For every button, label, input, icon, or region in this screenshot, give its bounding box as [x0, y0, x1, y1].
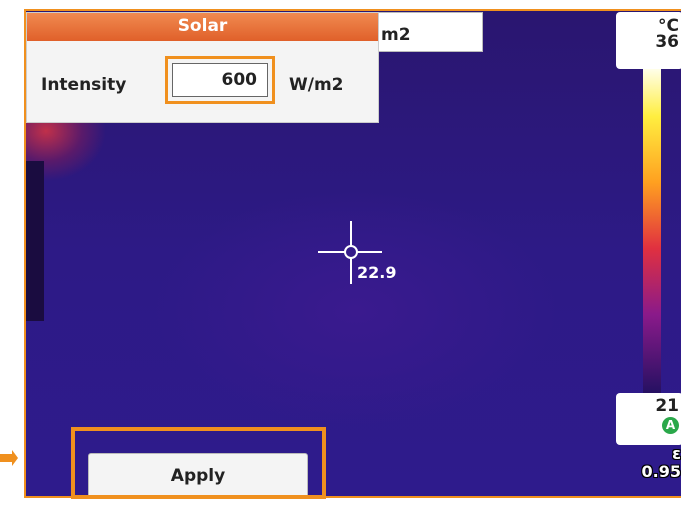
emissivity-symbol: ε: [626, 445, 681, 463]
dark-region: [26, 161, 44, 321]
dialog-title: Solar: [27, 13, 378, 41]
highlight: [71, 427, 326, 499]
background-tab: m2: [376, 12, 483, 52]
scale-mode[interactable]: A: [662, 417, 679, 434]
scale-min: 21: [616, 397, 679, 415]
solar-dialog: Solar Intensity 600 W/m2: [26, 12, 379, 123]
scale-max-box: °C 36: [616, 12, 681, 69]
emissivity: ε 0.95: [626, 445, 681, 481]
thermal-image: m2 Solar Intensity 600 W/m2 22.9 °C 36 2…: [24, 9, 681, 498]
scale-max: 36: [616, 34, 679, 50]
scale-min-box: 21 A: [616, 393, 681, 445]
unit-label: W/m2: [289, 75, 344, 95]
intensity-input[interactable]: 600: [172, 63, 268, 97]
spot-temperature: 22.9: [357, 263, 396, 282]
emissivity-value: 0.95: [626, 463, 681, 481]
color-scale: [643, 67, 661, 397]
pointer-arrow: [0, 450, 20, 466]
page: m2 Solar Intensity 600 W/m2 22.9 °C 36 2…: [0, 0, 681, 528]
field-label: Intensity: [41, 75, 126, 95]
